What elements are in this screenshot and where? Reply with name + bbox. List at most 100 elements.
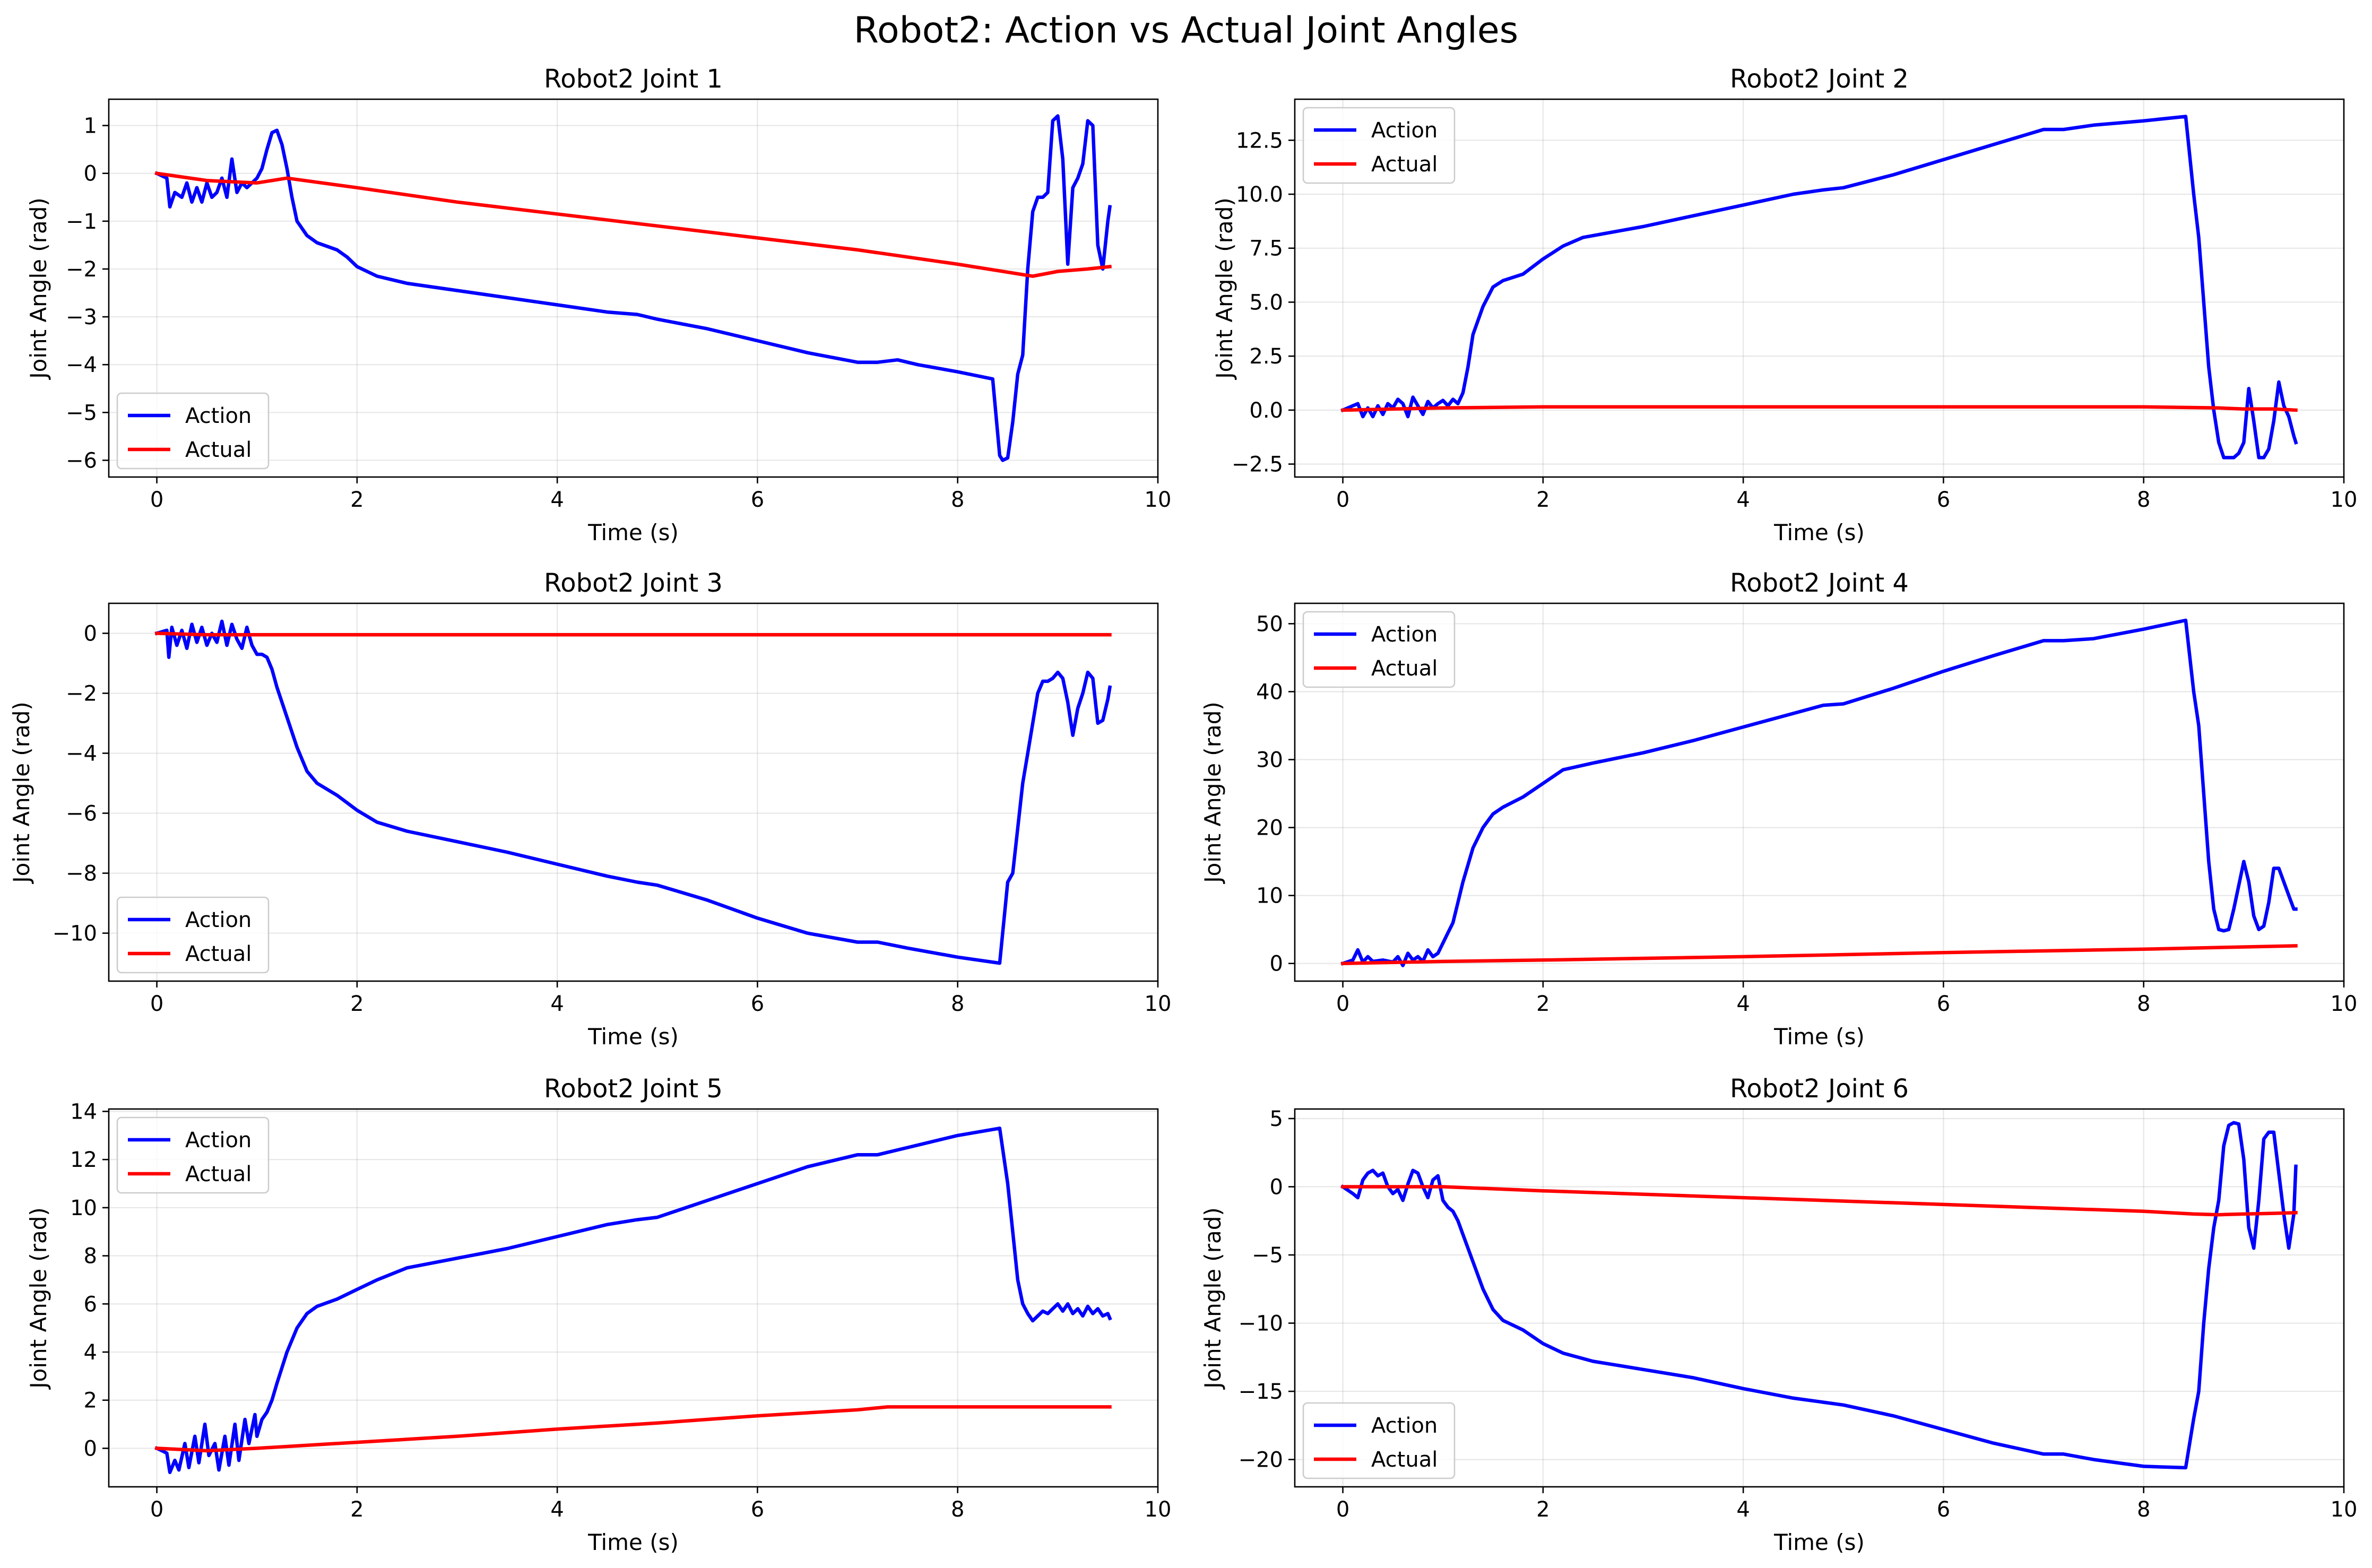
axes-frame xyxy=(108,98,1159,478)
y-tick-label: 10 xyxy=(1256,884,1283,908)
y-tick-label: 0.0 xyxy=(1249,399,1283,423)
axes-frame xyxy=(1294,98,2345,478)
y-tick-label: −4 xyxy=(66,353,97,377)
x-tick-label: 4 xyxy=(1736,1497,1750,1522)
y-tick-label: 14 xyxy=(70,1100,97,1124)
y-tick-label: 1 xyxy=(84,114,97,138)
legend: Action Actual xyxy=(116,1116,270,1194)
y-tick-label: 10.0 xyxy=(1236,183,1283,207)
x-tick-label: 10 xyxy=(1145,992,1172,1016)
series-line-actual xyxy=(155,631,1112,637)
grid xyxy=(1295,99,2345,477)
x-tick-label: 2 xyxy=(350,992,363,1016)
legend: Action Actual xyxy=(1302,1402,1456,1479)
y-tick-label: 5 xyxy=(1270,1107,1283,1131)
subplot-title: Robot2 Joint 3 xyxy=(544,568,723,598)
legend-label-action: Action xyxy=(185,908,252,932)
subplot-joint-1: 0 2 4 6 8 10 −6 −5 −4 −3 −2 −1 0 1 Time (s) Joint Angle… xyxy=(25,64,1171,545)
legend: Action Actual xyxy=(1302,107,1456,184)
x-axis-label: Time (s) xyxy=(1773,1024,1865,1050)
legend-label-actual: Actual xyxy=(1371,656,1438,681)
y-tick-label: 12.5 xyxy=(1236,128,1283,153)
series-line-action xyxy=(154,619,1112,965)
y-tick-label: −2.5 xyxy=(1232,453,1283,477)
x-tick-label: 8 xyxy=(951,488,964,512)
legend-label-actual: Actual xyxy=(185,1162,252,1186)
x-tick-label: 0 xyxy=(1336,488,1349,512)
x-tick-label: 0 xyxy=(150,1497,163,1522)
subplot-joint-5: 0 2 4 6 8 10 0 2 4 6 8 10 12 14 Time (s) Joint Angle (r… xyxy=(25,1074,1171,1555)
x-tick-label: 6 xyxy=(1937,992,1950,1016)
y-axis-label: Joint Angle (rad) xyxy=(8,701,34,885)
x-tick-label: 6 xyxy=(751,488,764,512)
x-tick-label: 2 xyxy=(1536,992,1549,1016)
series-group xyxy=(154,1127,1112,1475)
x-tick-label: 4 xyxy=(1736,488,1750,512)
x-tick-label: 4 xyxy=(550,1497,564,1522)
y-tick-label: 0 xyxy=(84,1436,97,1461)
y-tick-label: −4 xyxy=(66,742,97,766)
subplot-title: Robot2 Joint 6 xyxy=(1730,1074,1909,1104)
y-axis-label: Joint Angle (rad) xyxy=(1200,701,1226,885)
legend-label-action: Action xyxy=(1371,118,1438,143)
y-tick-label: 6 xyxy=(84,1292,97,1316)
x-tick-label: 6 xyxy=(1937,488,1950,512)
x-tick-label: 10 xyxy=(1145,1497,1172,1522)
y-tick-label: 0 xyxy=(84,622,97,646)
y-tick-label: −15 xyxy=(1239,1380,1283,1404)
x-axis-label: Time (s) xyxy=(1773,1529,1865,1555)
x-tick-label: 2 xyxy=(1536,1497,1549,1522)
x-tick-label: 0 xyxy=(1336,1497,1349,1522)
legend-label-action: Action xyxy=(185,1128,252,1153)
x-tick-label: 8 xyxy=(2137,488,2150,512)
x-axis-label: Time (s) xyxy=(1773,519,1865,545)
axes-frame xyxy=(1294,602,2345,982)
y-tick-label: 4 xyxy=(84,1340,97,1365)
y-tick-label: 40 xyxy=(1256,680,1283,704)
y-tick-label: 8 xyxy=(84,1244,97,1269)
x-tick-label: 6 xyxy=(1937,1497,1950,1522)
x-tick-label: 8 xyxy=(2137,992,2150,1016)
y-tick-label: 20 xyxy=(1256,816,1283,841)
y-tick-label: −5 xyxy=(1252,1243,1283,1268)
y-tick-label: 2.5 xyxy=(1249,344,1283,369)
axes-frame xyxy=(108,1108,1159,1488)
subplot-title: Robot2 Joint 1 xyxy=(544,64,723,94)
y-tick-label: −5 xyxy=(66,401,97,425)
series-line-action xyxy=(1340,1121,2298,1470)
y-tick-label: 30 xyxy=(1256,748,1283,773)
y-tick-label: 50 xyxy=(1256,612,1283,636)
y-axis-label: Joint Angle (rad) xyxy=(25,197,51,380)
y-axis-label: Joint Angle (rad) xyxy=(1211,197,1237,380)
axes-frame xyxy=(1294,1108,2345,1488)
legend: Action Actual xyxy=(1302,611,1456,688)
x-tick-label: 8 xyxy=(951,1497,964,1522)
y-tick-label: −6 xyxy=(66,802,97,826)
y-tick-label: 0 xyxy=(1270,952,1283,976)
x-tick-label: 6 xyxy=(751,1497,764,1522)
x-tick-label: 8 xyxy=(2137,1497,2150,1522)
figure-title: Robot2: Action vs Actual Joint Angles xyxy=(853,10,1519,51)
series-line-actual xyxy=(1341,944,2298,966)
subplot-title: Robot2 Joint 2 xyxy=(1730,64,1909,94)
x-tick-label: 0 xyxy=(150,488,163,512)
y-tick-label: 0 xyxy=(84,162,97,186)
y-tick-label: 12 xyxy=(70,1148,97,1172)
y-axis-label: Joint Angle (rad) xyxy=(1200,1207,1226,1390)
subplot-title: Robot2 Joint 4 xyxy=(1730,568,1909,598)
legend-label-action: Action xyxy=(1371,622,1438,647)
x-tick-label: 10 xyxy=(1145,488,1172,512)
subplot-joint-2: 0 2 4 6 8 10 −2.5 0.0 2.5 5.0 7.5 10.0 12.5 Time (s) J… xyxy=(1211,64,2357,545)
subplot-title: Robot2 Joint 5 xyxy=(544,1074,723,1104)
x-tick-label: 10 xyxy=(2331,992,2358,1016)
series-line-actual xyxy=(155,1405,1112,1453)
series-line-actual xyxy=(1341,405,2298,412)
y-tick-label: 5.0 xyxy=(1249,290,1283,315)
series-group xyxy=(1340,618,2298,967)
series-line-action xyxy=(154,1127,1112,1475)
y-tick-label: −8 xyxy=(66,862,97,886)
legend: Action Actual xyxy=(116,896,270,974)
series-group xyxy=(154,114,1112,462)
